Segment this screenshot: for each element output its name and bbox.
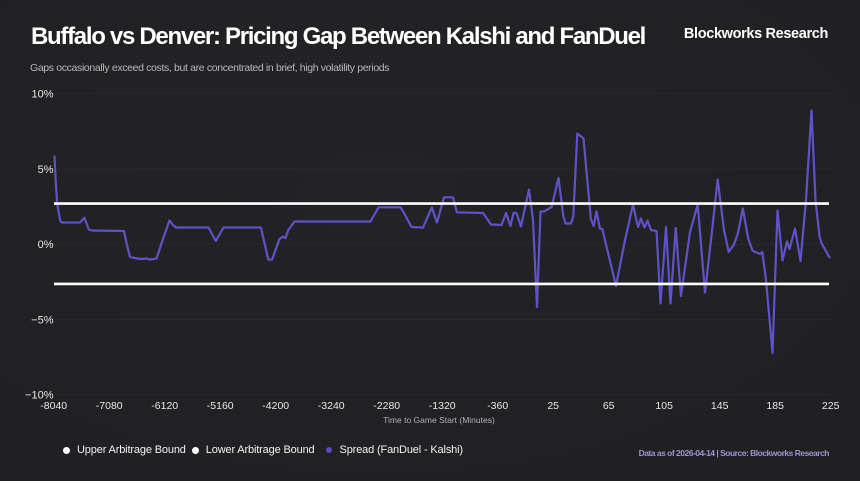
svg-text:-6120: -6120 <box>151 400 178 412</box>
svg-text:-7080: -7080 <box>96 400 123 412</box>
svg-text:−10%: −10% <box>25 390 54 402</box>
svg-text:-2280: -2280 <box>373 400 400 412</box>
svg-text:65: 65 <box>603 400 615 412</box>
svg-text:-8040: -8040 <box>40 400 67 412</box>
svg-text:5%: 5% <box>38 164 54 176</box>
svg-text:185: 185 <box>766 400 784 412</box>
svg-text:145: 145 <box>711 400 729 412</box>
svg-text:Time to Game Start (Minutes): Time to Game Start (Minutes) <box>383 415 495 425</box>
svg-text:-1320: -1320 <box>429 400 456 412</box>
svg-text:225: 225 <box>822 400 840 412</box>
svg-text:-360: -360 <box>487 400 508 412</box>
svg-text:-3240: -3240 <box>318 400 345 412</box>
svg-text:−5%: −5% <box>31 314 54 326</box>
svg-text:0%: 0% <box>38 239 54 251</box>
svg-text:-5160: -5160 <box>207 400 234 412</box>
svg-text:25: 25 <box>547 400 559 412</box>
svg-text:-4200: -4200 <box>262 400 289 412</box>
svg-text:105: 105 <box>655 400 673 412</box>
svg-text:10%: 10% <box>31 89 53 101</box>
